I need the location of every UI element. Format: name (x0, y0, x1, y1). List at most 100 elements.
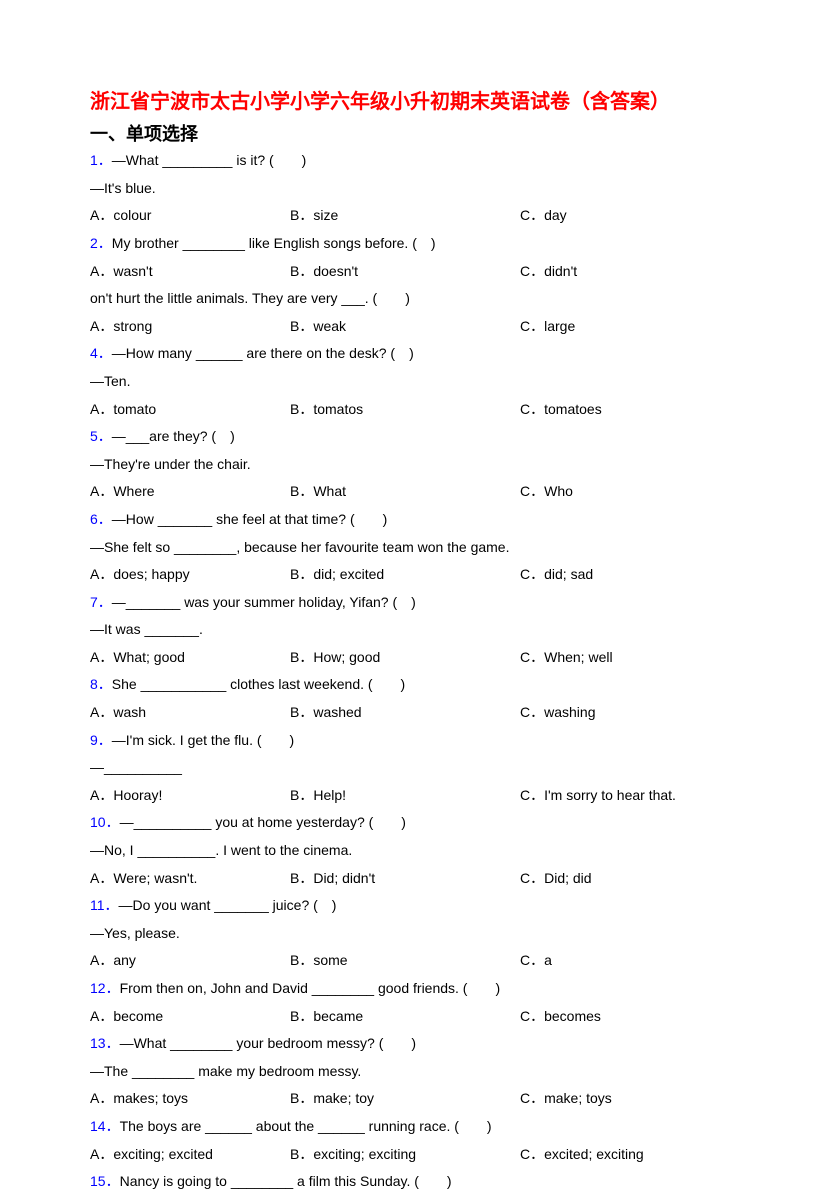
option-c: C．didn't (520, 262, 736, 282)
options-row: A．does; happyB．did; excitedC．did; sad (90, 565, 736, 585)
option-c: C．When; well (520, 648, 736, 668)
question-content: —How _______ she feel at that time? ( ) (112, 511, 387, 527)
answer-line: —She felt so ________, because her favou… (90, 538, 736, 558)
answer-line: —__________ (90, 758, 736, 778)
question-text: 7．—_______ was your summer holiday, Yifa… (90, 593, 736, 613)
option-a: A．tomato (90, 400, 290, 420)
question-content: —I'm sick. I get the flu. ( ) (112, 732, 294, 748)
questions-container: 1．—What _________ is it? ( ) —It's blue. A… (90, 151, 736, 1192)
options-row: A．makes; toysB．make; toyC．make; toys (90, 1089, 736, 1109)
options-row: A．WhereB．WhatC．Who (90, 482, 736, 502)
option-c: C．make; toys (520, 1089, 736, 1109)
question-text: 5．—___are they? ( ) (90, 427, 736, 447)
option-b: B．became (290, 1007, 520, 1027)
question-text: 14．The boys are ______ about the ______ … (90, 1117, 736, 1137)
option-a: A．What; good (90, 648, 290, 668)
question-content: —What _________ is it? ( ) (112, 152, 307, 168)
option-c: C．I'm sorry to hear that. (520, 786, 736, 806)
option-b: B．tomatos (290, 400, 520, 420)
question-number: 2． (90, 235, 112, 251)
answer-line: —The ________ make my bedroom messy. (90, 1062, 736, 1082)
option-a: A．exciting; excited (90, 1145, 290, 1165)
option-c: C．a (520, 951, 736, 971)
question-number: 8． (90, 676, 112, 692)
option-a: A．colour (90, 206, 290, 226)
option-b: B．some (290, 951, 520, 971)
option-b: B．Help! (290, 786, 520, 806)
option-a: A．become (90, 1007, 290, 1027)
option-a: A．wasn't (90, 262, 290, 282)
option-a: A．does; happy (90, 565, 290, 585)
option-a: A．strong (90, 317, 290, 337)
option-b: B．Did; didn't (290, 869, 520, 889)
question-number: 10． (90, 814, 120, 830)
question-text: on't hurt the little animals. They are v… (90, 289, 736, 309)
question-content: She ___________ clothes last weekend. ( … (112, 676, 405, 692)
question-content: on't hurt the little animals. They are v… (90, 290, 410, 306)
answer-line: —No, I __________. I went to the cinema. (90, 841, 736, 861)
options-row: A．exciting; excitedB．exciting; excitingC… (90, 1145, 736, 1165)
answer-line: —Ten. (90, 372, 736, 392)
question-number: 9． (90, 732, 112, 748)
question-number: 5． (90, 428, 112, 444)
option-a: A．any (90, 951, 290, 971)
option-c: C．large (520, 317, 736, 337)
question-text: 9．—I'm sick. I get the flu. ( ) (90, 731, 736, 751)
answer-line: —They're under the chair. (90, 455, 736, 475)
question-text: 15．Nancy is going to ________ a film thi… (90, 1172, 736, 1192)
question-number: 1． (90, 152, 112, 168)
question-text: 2．My brother ________ like English songs… (90, 234, 736, 254)
question-text: 10．—__________ you at home yesterday? ( … (90, 813, 736, 833)
option-a: A．makes; toys (90, 1089, 290, 1109)
option-c: C．day (520, 206, 736, 226)
question-number: 12． (90, 980, 120, 996)
question-content: The boys are ______ about the ______ run… (120, 1118, 492, 1134)
question-number: 15． (90, 1173, 120, 1189)
question-text: 8．She ___________ clothes last weekend. … (90, 675, 736, 695)
answer-line: —It's blue. (90, 179, 736, 199)
options-row: A．wasn'tB．doesn'tC．didn't (90, 262, 736, 282)
option-b: B．washed (290, 703, 520, 723)
question-content: —__________ you at home yesterday? ( ) (120, 814, 406, 830)
option-c: C．excited; exciting (520, 1145, 736, 1165)
option-b: B．exciting; exciting (290, 1145, 520, 1165)
options-row: A．anyB．someC．a (90, 951, 736, 971)
option-c: C．tomatoes (520, 400, 736, 420)
question-text: 6．—How _______ she feel at that time? ( … (90, 510, 736, 530)
question-content: —What ________ your bedroom messy? ( ) (120, 1035, 416, 1051)
option-c: C．did; sad (520, 565, 736, 585)
question-content: —___are they? ( ) (112, 428, 235, 444)
question-content: —Do you want _______ juice? ( ) (119, 897, 337, 913)
question-content: —How many ______ are there on the desk? … (112, 345, 414, 361)
question-content: —_______ was your summer holiday, Yifan?… (112, 594, 416, 610)
options-row: A．Hooray!B．Help!C．I'm sorry to hear that… (90, 786, 736, 806)
option-a: A．Where (90, 482, 290, 502)
question-text: 4．—How many ______ are there on the desk… (90, 344, 736, 364)
question-number: 14． (90, 1118, 120, 1134)
option-a: A．Were; wasn't. (90, 869, 290, 889)
question-number: 11． (90, 897, 119, 913)
question-content: Nancy is going to ________ a film this S… (120, 1173, 452, 1189)
options-row: A．Were; wasn't.B．Did; didn'tC．Did; did (90, 869, 736, 889)
question-text: 11．—Do you want _______ juice? ( ) (90, 896, 736, 916)
section-header: 一、单项选择 (90, 122, 736, 147)
option-a: A．Hooray! (90, 786, 290, 806)
option-b: B．size (290, 206, 520, 226)
option-a: A．wash (90, 703, 290, 723)
question-content: My brother ________ like English songs b… (112, 235, 436, 251)
option-b: B．make; toy (290, 1089, 520, 1109)
options-row: A．tomatoB．tomatosC．tomatoes (90, 400, 736, 420)
question-number: 13． (90, 1035, 120, 1051)
question-text: 12．From then on, John and David ________… (90, 979, 736, 999)
option-b: B．did; excited (290, 565, 520, 585)
question-text: 13．—What ________ your bedroom messy? ( … (90, 1034, 736, 1054)
option-b: B．What (290, 482, 520, 502)
option-c: C．becomes (520, 1007, 736, 1027)
options-row: A．strongB．weakC．large (90, 317, 736, 337)
options-row: A．washB．washedC．washing (90, 703, 736, 723)
options-row: A．becomeB．becameC．becomes (90, 1007, 736, 1027)
answer-line: —It was _______. (90, 620, 736, 640)
option-c: C．Did; did (520, 869, 736, 889)
options-row: A．colourB．sizeC．day (90, 206, 736, 226)
question-number: 7． (90, 594, 112, 610)
